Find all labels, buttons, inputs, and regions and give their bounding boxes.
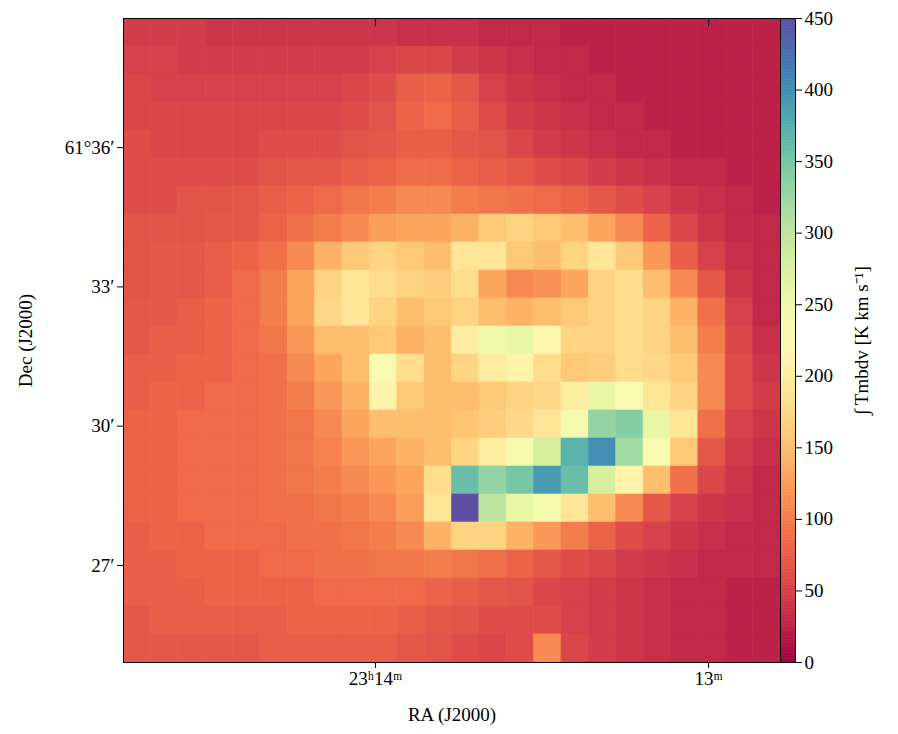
svg-text:150: 150	[805, 437, 834, 458]
svg-text:200: 200	[805, 365, 834, 386]
svg-text:Dec (J2000): Dec (J2000)	[15, 294, 37, 387]
svg-text:61°36′: 61°36′	[65, 137, 115, 158]
svg-text:50: 50	[805, 580, 824, 601]
svg-text:RA (J2000): RA (J2000)	[408, 704, 496, 726]
svg-text:30′: 30′	[91, 415, 114, 436]
svg-text:0: 0	[805, 652, 815, 673]
svg-text:450: 450	[805, 8, 834, 29]
svg-text:23ʰ14ᵐ: 23ʰ14ᵐ	[349, 668, 402, 689]
svg-text:350: 350	[805, 151, 834, 172]
svg-text:∫ Tmbdv [K km s⁻¹]: ∫ Tmbdv [K km s⁻¹]	[851, 266, 874, 416]
svg-text:250: 250	[805, 294, 834, 315]
svg-text:27′: 27′	[91, 555, 114, 576]
svg-text:300: 300	[805, 222, 834, 243]
svg-text:13ᵐ: 13ᵐ	[694, 668, 722, 689]
svg-text:33′: 33′	[91, 276, 114, 297]
svg-text:100: 100	[805, 508, 834, 529]
svg-text:400: 400	[805, 79, 834, 100]
